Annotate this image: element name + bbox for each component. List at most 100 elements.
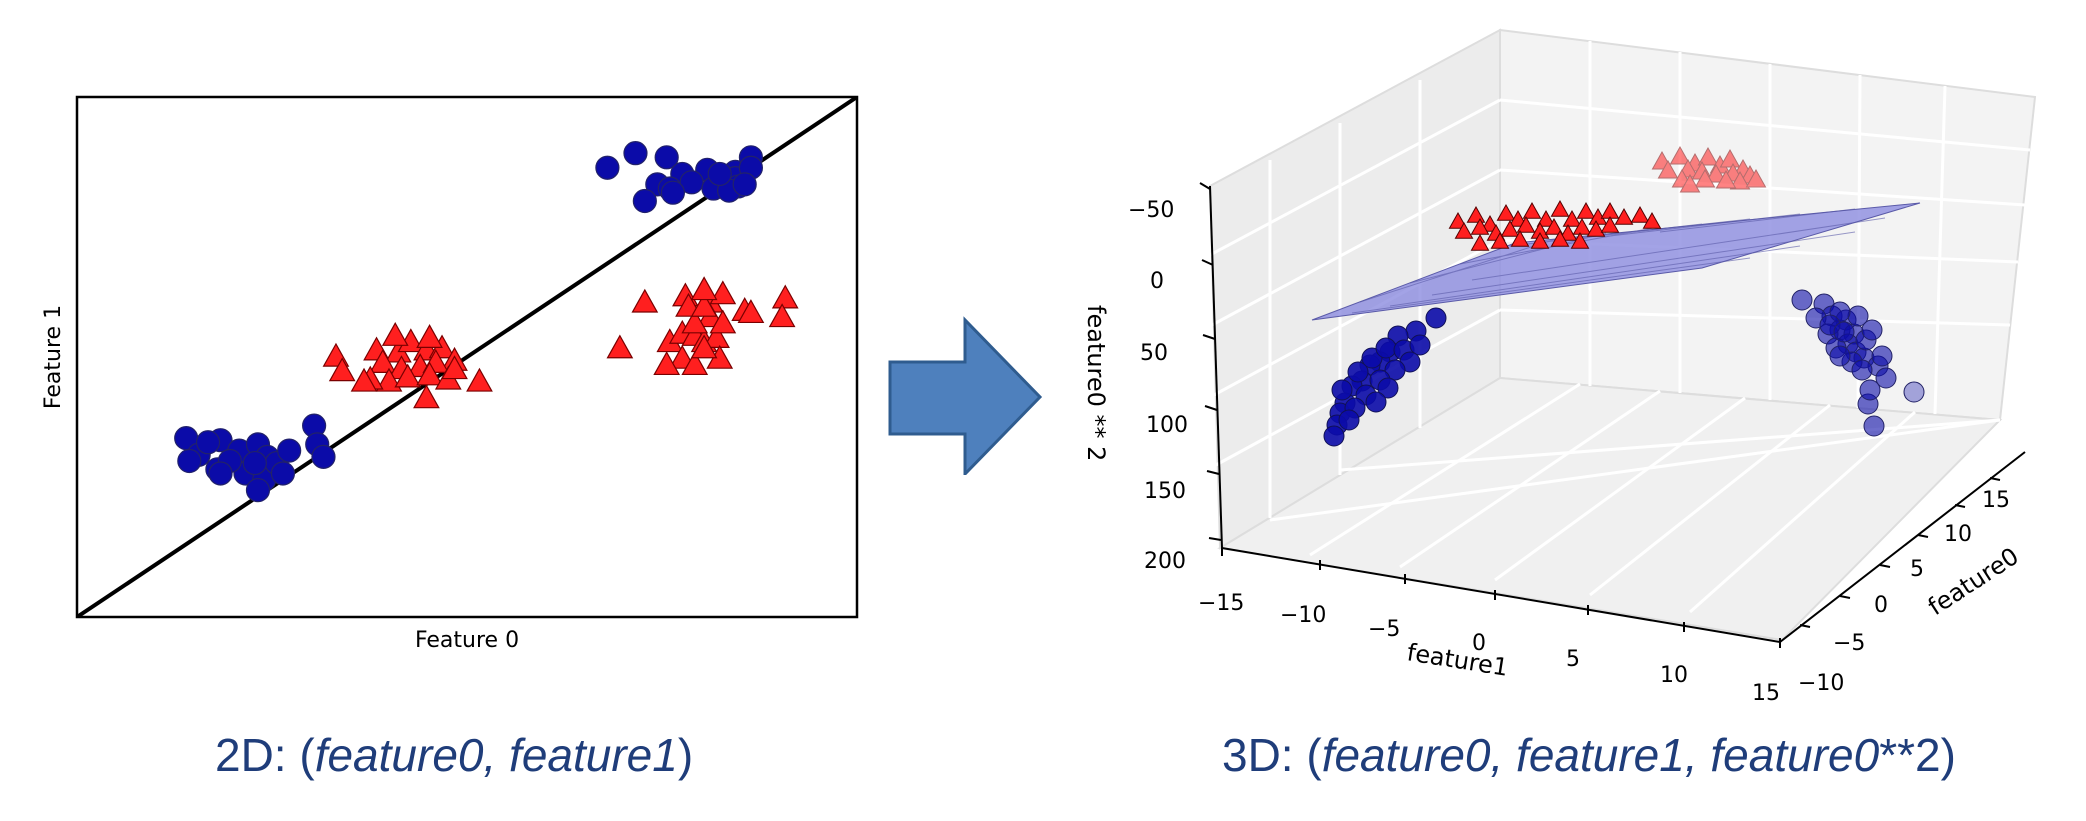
data-point-circle xyxy=(177,448,202,474)
data-point-triangle xyxy=(416,361,443,386)
x-tick-label: 10 xyxy=(1660,663,1688,688)
x-tick-label: −5 xyxy=(1368,617,1400,642)
data-point-triangle xyxy=(1522,201,1542,219)
z-tick-label: 100 xyxy=(1146,413,1188,438)
data-point-triangle xyxy=(768,303,796,328)
caption-3d-prefix: 3D: ( xyxy=(1222,729,1322,781)
y-axis-label: Feature 1 xyxy=(41,305,66,409)
data-point-triangle xyxy=(1470,233,1490,251)
data-point-triangle xyxy=(413,384,440,409)
data-point-circle xyxy=(1791,289,1813,311)
data-point-circle xyxy=(1425,307,1447,329)
data-point-triangle xyxy=(1550,199,1570,217)
data-point-triangle xyxy=(328,357,356,382)
x-axis-3d xyxy=(1221,547,1781,648)
data-point-triangle xyxy=(1510,229,1530,247)
caption-2d-prefix: 2D: ( xyxy=(215,729,315,781)
data-point-triangle xyxy=(1719,148,1741,168)
data-point-triangle xyxy=(1614,207,1634,225)
data-point-circle xyxy=(1833,321,1855,343)
data-point-circle xyxy=(654,145,679,170)
data-point-triangle xyxy=(1530,231,1550,249)
data-point-triangle xyxy=(606,334,634,359)
data-point-circle xyxy=(707,161,732,187)
data-point-triangle xyxy=(709,280,737,305)
y-tick-label: 10 xyxy=(1944,522,1972,547)
data-point-circle xyxy=(1875,367,1897,389)
data-point-triangle xyxy=(631,288,659,313)
data-point-triangle xyxy=(1679,173,1701,193)
data-point-circle xyxy=(1375,337,1397,359)
caption-3d: 3D: (feature0, feature1, feature0**2) xyxy=(1222,728,1956,782)
data-point-triangle xyxy=(690,292,718,317)
z-axis-label-3d: feature0 ** 2 xyxy=(1082,305,1110,461)
data-point-triangle xyxy=(681,351,709,376)
caption-3d-italic: feature0, feature1, feature0 xyxy=(1321,729,1880,781)
data-point-circle xyxy=(1409,334,1431,356)
data-point-triangle xyxy=(1729,170,1751,190)
data-point-triangle xyxy=(1642,211,1662,229)
data-point-triangle xyxy=(350,367,378,392)
y-tick-label: −10 xyxy=(1798,671,1844,696)
data-point-triangle xyxy=(1508,209,1528,227)
data-point-circle xyxy=(660,180,686,205)
data-point-circle xyxy=(195,430,221,455)
x-tick-label: 5 xyxy=(1566,647,1580,672)
data-point-triangle xyxy=(1572,217,1592,235)
data-point-triangle xyxy=(1570,231,1590,249)
caption-2d-italic: feature0, feature1 xyxy=(314,729,678,781)
separating-plane xyxy=(1311,202,1921,321)
data-point-triangle xyxy=(416,324,443,348)
data-point-triangle xyxy=(466,367,493,392)
data-point-triangle xyxy=(394,363,422,388)
y-tick-label: −5 xyxy=(1833,631,1865,656)
data-point-triangle xyxy=(1705,163,1727,183)
pane-3d xyxy=(1208,28,2037,642)
data-point-triangle xyxy=(1536,209,1556,227)
data-point-triangle xyxy=(1694,168,1716,188)
data-point-triangle xyxy=(1576,201,1596,219)
x-axis-label: Feature 0 xyxy=(415,628,519,653)
data-point-circle xyxy=(1338,409,1360,431)
z-tick-label: −50 xyxy=(1128,198,1174,223)
data-point-triangle xyxy=(690,276,718,301)
x-tick-label: 15 xyxy=(1752,681,1780,706)
data-point-circle xyxy=(1863,415,1885,437)
data-point-triangle xyxy=(369,349,397,373)
data-point-triangle xyxy=(1490,231,1510,249)
data-point-circle xyxy=(732,172,757,197)
data-point-triangle xyxy=(771,284,799,309)
data-point-circle xyxy=(1384,359,1406,381)
caption-2d: 2D: (feature0, feature1) xyxy=(215,728,693,782)
data-point-triangle xyxy=(1669,145,1691,165)
y-axis-3d xyxy=(1779,451,2026,643)
z-tick-label: 200 xyxy=(1144,549,1186,574)
right-arrow-icon xyxy=(888,316,1043,475)
data-point-triangle xyxy=(1454,221,1474,239)
data-point-circle xyxy=(208,461,233,486)
data-point-triangle xyxy=(681,309,709,334)
data-point-triangle xyxy=(1586,219,1606,237)
data-point-triangle xyxy=(690,334,718,359)
data-point-circle xyxy=(1861,319,1883,341)
data-point-triangle xyxy=(375,367,403,392)
data-point-triangle xyxy=(1562,209,1582,227)
data-point-triangle xyxy=(1558,223,1578,241)
data-point-triangle xyxy=(1745,168,1767,188)
x-tick-label: 0 xyxy=(1472,631,1486,656)
data-point-circle xyxy=(270,461,296,486)
data-point-circle xyxy=(1377,377,1399,399)
data-point-circle xyxy=(1331,379,1353,401)
y-tick-label: 15 xyxy=(1982,488,2010,513)
data-point-triangle xyxy=(1448,211,1468,229)
data-point-triangle xyxy=(1516,215,1536,233)
x-axis-label-3d: feature1 xyxy=(1405,638,1510,682)
data-point-circle xyxy=(1903,381,1925,403)
chart-2d: Feature 0 Feature 1 xyxy=(41,95,859,653)
data-point-circle xyxy=(245,478,271,503)
data-point-triangle xyxy=(1500,219,1520,237)
data-point-triangle xyxy=(1600,215,1620,233)
x-tick-label: −10 xyxy=(1280,603,1326,628)
data-point-circle xyxy=(1871,345,1893,367)
z-tick-label: 0 xyxy=(1150,269,1164,294)
